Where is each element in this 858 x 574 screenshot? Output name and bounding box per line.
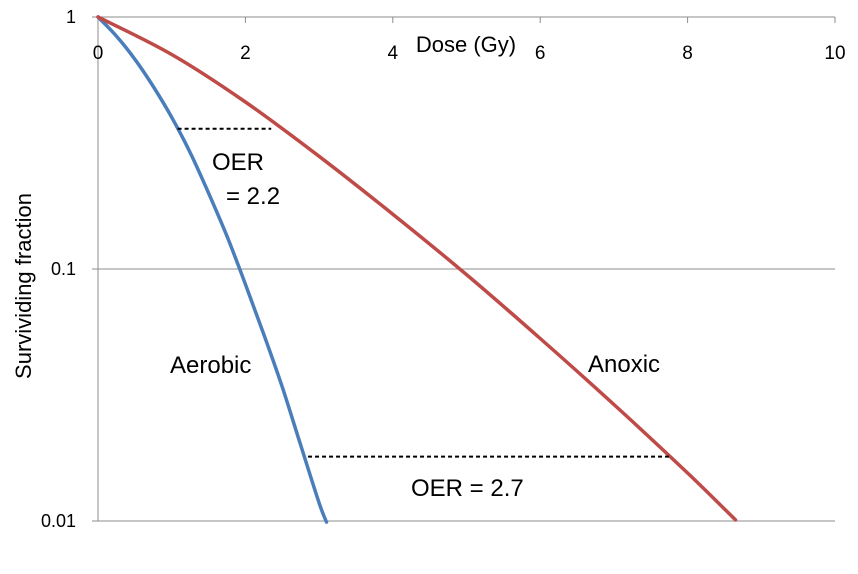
series-line-anoxic — [96, 15, 738, 522]
y-tick-label-2: 0.01 — [41, 511, 76, 531]
x-tick-label-0: 0 — [93, 43, 104, 64]
oer-markers: OER = 2.2 OER = 2.7 — [177, 127, 670, 502]
y-tick-label-0: 1 — [66, 7, 76, 27]
x-tick-labels: 0 2 4 6 8 10 — [93, 17, 846, 64]
x-tick-label-3: 6 — [535, 43, 546, 64]
x-axis-title: Dose (Gy) — [416, 32, 516, 57]
series-line-aerobic — [96, 15, 329, 524]
x-tick-label-5: 10 — [824, 43, 845, 64]
series-label-aerobic: Aerobic — [170, 352, 251, 379]
x-tick-label-2: 4 — [388, 43, 399, 64]
x-tick-label-1: 2 — [240, 43, 251, 64]
series-labels: Aerobic Anoxic — [170, 351, 660, 379]
grid-lines — [98, 16, 835, 522]
y-tick-labels: 1 0.1 0.01 — [41, 7, 98, 531]
y-tick-label-1: 0.1 — [51, 259, 76, 279]
oer-label-0-line-1: = 2.2 — [226, 183, 280, 210]
x-tick-label-4: 8 — [682, 43, 693, 64]
series-lines — [96, 15, 738, 524]
y-axis-title: Survividing fraction — [11, 193, 36, 379]
series-label-anoxic: Anoxic — [588, 351, 660, 378]
oer-label-1: OER = 2.7 — [411, 475, 524, 502]
oer-label-0-line-0: OER — [212, 149, 264, 176]
